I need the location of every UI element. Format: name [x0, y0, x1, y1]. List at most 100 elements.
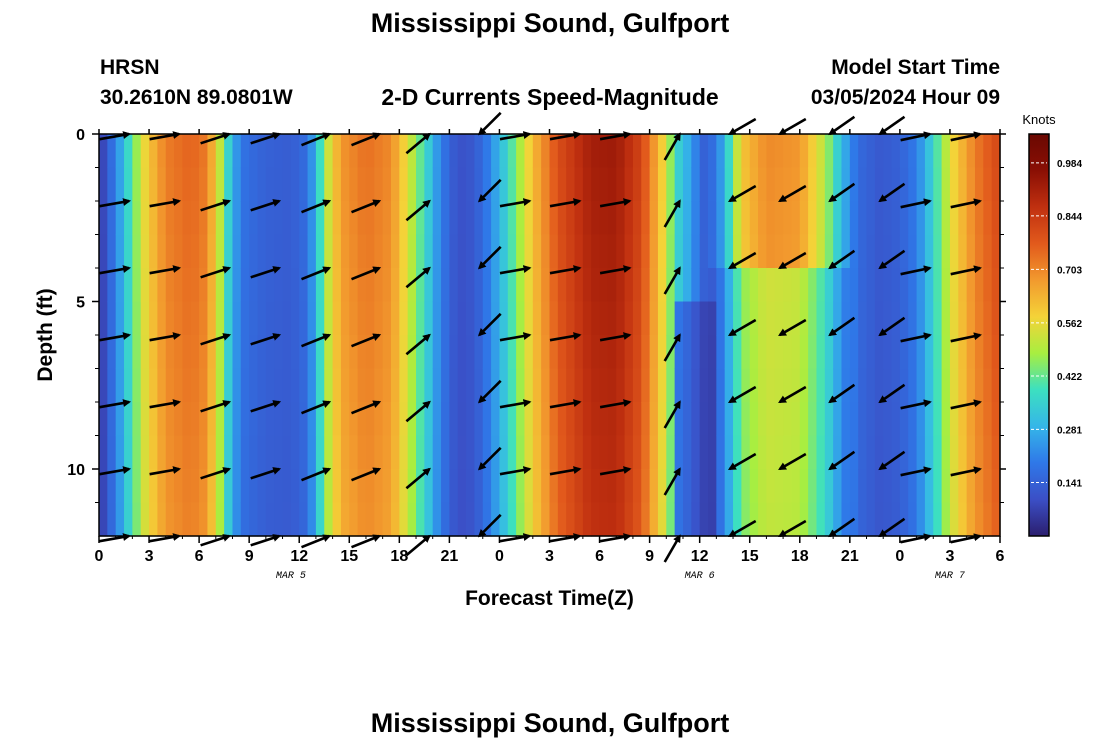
heatmap-cell — [933, 301, 943, 336]
heatmap-cell — [724, 201, 734, 236]
heatmap-cell — [532, 435, 542, 470]
heatmap-cell — [457, 502, 467, 537]
heatmap-cell — [741, 502, 751, 537]
heatmap-cell — [157, 368, 167, 403]
heatmap-cell — [374, 301, 384, 336]
heatmap-cell — [741, 167, 751, 202]
heatmap-cell — [132, 301, 142, 336]
heatmap-cell — [924, 268, 934, 303]
heatmap-cell — [290, 402, 300, 437]
heatmap-cell — [774, 134, 784, 169]
heatmap-cell — [416, 134, 425, 169]
current-vector-arrow — [477, 312, 502, 337]
y-tick-label: 5 — [76, 295, 85, 312]
heatmap-cell — [449, 435, 459, 470]
heatmap-cell — [215, 167, 225, 202]
heatmap-cell — [799, 167, 809, 202]
heatmap-cell — [407, 469, 417, 504]
heatmap-cell — [866, 402, 876, 437]
heatmap-cell — [474, 502, 484, 537]
heatmap-cell — [349, 502, 359, 537]
heatmap-cell — [657, 234, 667, 269]
heatmap-cell — [708, 301, 717, 336]
heatmap-cell — [657, 469, 667, 504]
heatmap-cell — [708, 469, 717, 504]
heatmap-cell — [449, 134, 459, 169]
chart-title: Mississippi Sound, Gulfport — [370, 8, 730, 38]
heatmap-cell — [908, 234, 918, 269]
heatmap-cell — [791, 268, 801, 303]
heatmap-cell — [908, 301, 918, 336]
heatmap-cell — [758, 201, 767, 236]
heatmap-cell — [616, 201, 626, 236]
heatmap-cell — [741, 301, 751, 336]
x-tick-label: 0 — [495, 548, 504, 565]
heatmap-cell — [649, 335, 659, 370]
heatmap-cell — [783, 268, 793, 303]
current-vector-arrow — [727, 184, 757, 203]
heatmap-cell — [115, 469, 125, 504]
heatmap-cell — [332, 335, 342, 370]
heatmap-cell — [733, 368, 742, 403]
current-vector-arrow — [200, 400, 232, 413]
heatmap-cell — [424, 167, 434, 202]
heatmap-cell — [340, 167, 350, 202]
heatmap-cell — [808, 134, 818, 169]
heatmap-cell — [424, 402, 434, 437]
heatmap-cell — [340, 435, 350, 470]
heatmap-cell — [390, 368, 400, 403]
heatmap-cell — [708, 435, 717, 470]
heatmap-cell — [124, 368, 133, 403]
heatmap-cell — [849, 335, 859, 370]
heatmap-cell — [140, 134, 150, 169]
heatmap-cell — [791, 469, 801, 504]
heatmap-cell — [791, 167, 801, 202]
heatmap-cell — [282, 301, 292, 336]
heatmap-cell — [115, 268, 125, 303]
heatmap-cell — [874, 368, 884, 403]
heatmap-cell — [432, 201, 442, 236]
heatmap-cell — [282, 167, 292, 202]
heatmap-cell — [107, 368, 117, 403]
heatmap-cell — [858, 368, 868, 403]
heatmap-cell — [432, 234, 442, 269]
heatmap-cell — [741, 435, 751, 470]
heatmap-cell — [466, 301, 476, 336]
heatmap-cell — [491, 469, 501, 504]
colorbar-tick-label: 0.422 — [1057, 372, 1082, 383]
heatmap-cell — [624, 335, 634, 370]
heatmap-cell — [107, 234, 117, 269]
heatmap-cell — [991, 234, 1001, 269]
heatmap-cell — [115, 435, 125, 470]
current-vector-arrow — [301, 400, 332, 415]
current-vector-arrow — [149, 265, 182, 275]
heatmap-cell — [891, 201, 901, 236]
heatmap-cell — [933, 234, 943, 269]
heatmap-cell — [582, 402, 592, 437]
current-vector-arrow — [900, 131, 932, 142]
heatmap-cell — [315, 201, 325, 236]
heatmap-cell — [524, 167, 534, 202]
heatmap-cell — [115, 201, 125, 236]
x-tick-label: 9 — [245, 548, 254, 565]
current-vector-arrow — [549, 399, 582, 409]
heatmap-cell — [274, 234, 284, 269]
heatmap-cell — [557, 335, 567, 370]
heatmap-cell — [624, 502, 634, 537]
heatmap-cell — [182, 469, 192, 504]
heatmap-cell — [941, 301, 951, 336]
heatmap-cell — [199, 301, 209, 336]
heatmap-cell — [199, 335, 209, 370]
heatmap-cell — [883, 402, 893, 437]
heatmap-cell — [924, 167, 934, 202]
heatmap-cell — [582, 167, 592, 202]
x-tick-label: 6 — [996, 548, 1005, 565]
heatmap-cell — [816, 469, 826, 504]
current-vector-arrow — [351, 132, 382, 147]
heatmap-cell — [866, 134, 876, 169]
current-vector-arrow — [727, 452, 757, 471]
heatmap-cell — [365, 368, 375, 403]
heatmap-cell — [190, 402, 200, 437]
heatmap-cell — [641, 167, 651, 202]
heatmap-cell — [416, 502, 425, 537]
